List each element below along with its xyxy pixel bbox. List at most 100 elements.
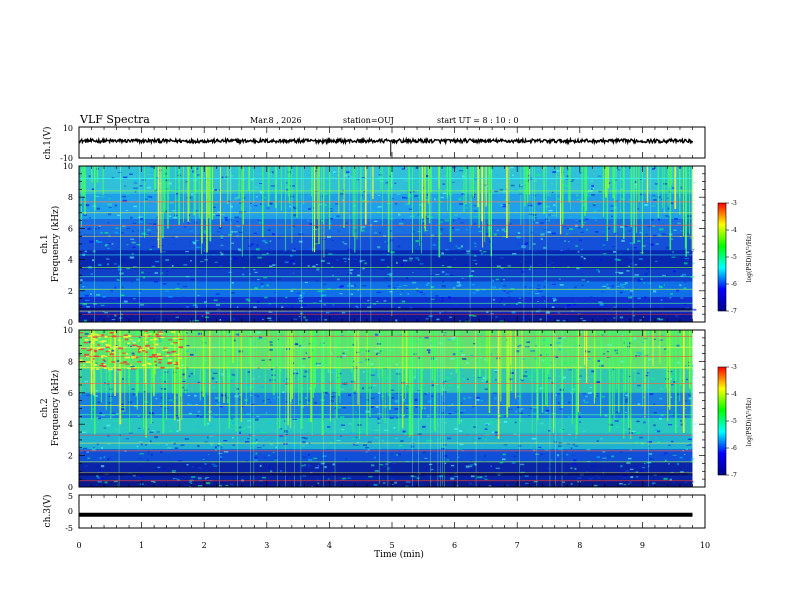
spectrogram-speckle (459, 170, 464, 172)
spectrogram-speckle (395, 319, 398, 322)
spectrogram-speckle (156, 444, 160, 446)
spectrogram-hot-spot (81, 347, 86, 350)
spectrogram-speckle (519, 261, 523, 262)
spectrogram-speckle (357, 274, 360, 277)
spectrogram-speckle (623, 484, 627, 486)
spectrogram-speckle (199, 391, 204, 393)
spectrogram-speckle (486, 185, 489, 187)
spectrogram-hot-spot (90, 368, 94, 370)
spectrogram-speckle (566, 227, 570, 229)
spectrogram-speckle (412, 182, 416, 184)
spectrogram-speckle (686, 471, 690, 473)
spectrogram-speckle (577, 480, 582, 483)
spectrogram-speckle (87, 457, 91, 459)
spectrogram-speckle (581, 211, 585, 213)
spectrogram-speckle (634, 465, 639, 467)
spectrogram-speckle (189, 240, 192, 244)
spectrogram-speckle (164, 290, 170, 292)
spectrogram-speckle (439, 312, 442, 314)
spectrogram-speckle (79, 231, 81, 234)
spectrogram-speckle (232, 436, 234, 439)
spectrogram-speckle (608, 184, 611, 186)
spectrogram-speckle (511, 462, 516, 464)
spectrogram-speckle (526, 242, 529, 245)
spectrogram-speckle (220, 446, 223, 449)
spectrogram-speckle (690, 458, 695, 460)
spectrogram-speckle (620, 291, 623, 294)
spectrogram-speckle (165, 444, 168, 446)
spectrogram-speckle (229, 483, 234, 486)
spectrogram-speckle (163, 352, 166, 355)
spectrogram-speckle (299, 305, 302, 307)
spectrogram-speckle (647, 282, 652, 284)
spectrogram-speckle (410, 475, 414, 477)
spectrogram-speckle (619, 446, 624, 448)
spectrogram-speckle (502, 290, 506, 292)
spectrogram-speckle (339, 238, 342, 240)
spectrogram-speckle (185, 251, 189, 253)
spectrogram-speckle (417, 259, 420, 261)
spectrogram-speckle (330, 352, 333, 355)
spectrogram-speckle (295, 337, 298, 339)
spectrogram-speckle (627, 457, 632, 460)
spectrogram-speckle (342, 352, 345, 355)
spectrogram-speckle (623, 395, 626, 397)
spectrogram-speckle (526, 373, 530, 375)
spectrogram-speckle (230, 418, 233, 420)
spectrogram-hot-spot (172, 338, 178, 340)
spectrogram-speckle (185, 181, 188, 183)
spectrogram-speckle (213, 189, 218, 192)
spectrogram-speckle (336, 278, 340, 281)
spectrogram-speckle (155, 398, 158, 400)
spectrogram-speckle (648, 445, 650, 447)
spectrogram-hot-spot (175, 361, 178, 364)
spectrogram-speckle (629, 242, 634, 245)
spectrogram-speckle (220, 238, 224, 240)
spectrogram-speckle (350, 176, 353, 178)
spectrogram-speckle (380, 452, 385, 455)
spectrogram-speckle (466, 250, 471, 253)
spectrogram-speckle (142, 276, 146, 279)
spectrogram-speckle (163, 388, 167, 391)
spectrogram-speckle (461, 277, 464, 279)
spectrogram-speckle (159, 337, 161, 339)
spectrogram-speckle (453, 214, 458, 216)
spectrogram-speckle (568, 388, 573, 391)
spectrogram-speckle (136, 299, 139, 301)
spectrogram-speckle (245, 298, 249, 301)
spectrogram-speckle (203, 231, 207, 234)
spectrogram-speckle (215, 381, 218, 383)
spectrogram-speckle (450, 372, 453, 375)
spectrogram-speckle (657, 233, 661, 236)
spectrogram-speckle (443, 175, 448, 177)
spectrogram-speckle (468, 482, 473, 485)
spectrogram-speckle (506, 222, 511, 224)
spectrogram-speckle (496, 265, 501, 268)
spectrogram-speckle (268, 175, 273, 177)
spectrogram-speckle (118, 298, 122, 300)
spectrogram-speckle (517, 232, 521, 234)
spectrogram-speckle (369, 363, 374, 365)
spectrogram-speckle (356, 179, 360, 181)
spectrogram-speckle (539, 354, 543, 357)
spectrogram-hot-spot (99, 334, 105, 336)
spectrogram-speckle (394, 202, 398, 205)
spectrogram-speckle (425, 283, 429, 287)
spectrogram-speckle (196, 334, 198, 336)
spectrogram-speckle (291, 185, 295, 187)
spectrogram-speckle (589, 180, 594, 182)
spectrogram-speckle (191, 193, 193, 196)
spectrogram-speckle (259, 386, 264, 389)
spectrogram-speckle (371, 367, 376, 370)
spectrogram-speckle (283, 420, 286, 422)
spectrogram-speckle (253, 456, 258, 459)
spectrogram-speckle (606, 356, 611, 358)
spectrogram-speckle (640, 193, 644, 196)
spectrogram-speckle (189, 367, 192, 370)
spectrogram-speckle (509, 222, 512, 226)
spectrogram-speckle (84, 250, 87, 253)
spectrogram-speckle (126, 267, 131, 270)
spectrogram-speckle (372, 420, 376, 422)
spectrogram-speckle (584, 385, 587, 388)
ch1-trace-line (79, 136, 694, 146)
